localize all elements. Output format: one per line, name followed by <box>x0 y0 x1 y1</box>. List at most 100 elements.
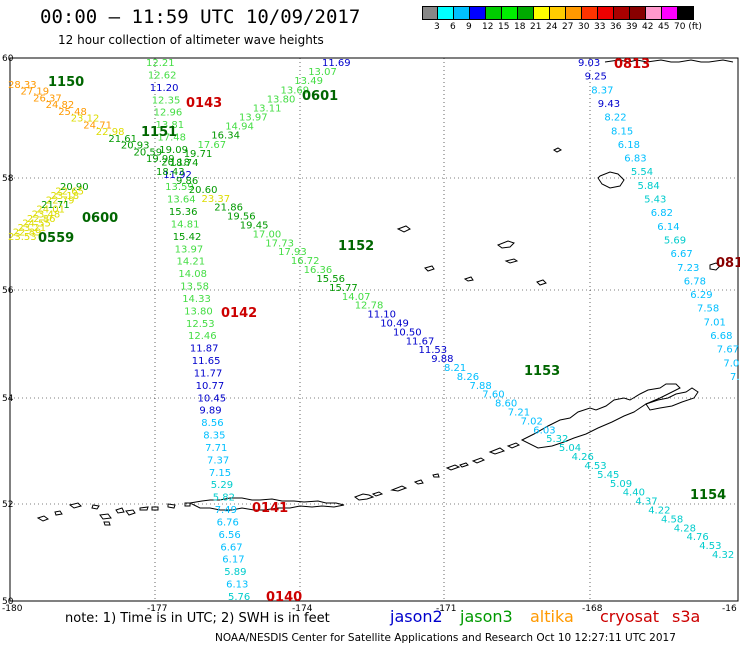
wave-height-value: 14.21 <box>177 257 206 268</box>
scale-swatch <box>470 6 486 20</box>
wave-height-value: 14.08 <box>178 269 207 280</box>
wave-height-value: 24.71 <box>83 120 112 131</box>
scale-label: 15 <box>498 22 510 32</box>
pass-time-label: 0559 <box>38 231 74 246</box>
wave-height-value: 20.60 <box>189 185 218 196</box>
wave-height-value: 7.37 <box>207 455 229 466</box>
wave-height-value: 7.21 <box>508 408 530 419</box>
wave-height-value: 21.86 <box>214 203 243 214</box>
wave-height-value: 13.64 <box>167 195 196 206</box>
page-title: 00:00 – 11:59 UTC 10/09/2017 <box>40 6 361 28</box>
wave-height-value: 12.78 <box>355 301 384 312</box>
pass-time-label: 1153 <box>524 364 560 379</box>
wave-height-value: 4.53 <box>699 541 721 552</box>
scale-label: 36 <box>610 22 622 32</box>
wave-height-value: 11.92 <box>163 170 192 181</box>
wave-height-value: 7.67 <box>717 345 739 356</box>
pass-time-label: 0141 <box>252 501 288 516</box>
wave-height-value: 10.45 <box>198 393 227 404</box>
scale-label: 70 (ft) <box>674 22 702 32</box>
wave-height-value: 9.03 <box>578 58 600 69</box>
wave-height-value: 7.71 <box>205 443 227 454</box>
scale-label: 6 <box>450 22 456 32</box>
scale-label: 24 <box>546 22 558 32</box>
scale-label: 45 <box>658 22 670 32</box>
wave-height-value: 24.01 <box>36 205 65 216</box>
wave-height-value: 8.15 <box>611 126 633 137</box>
scale-swatch <box>438 6 454 20</box>
wave-height-value: 5.82 <box>213 493 235 504</box>
wave-height-value: 6.67 <box>671 249 693 260</box>
wave-height-value: 5.54 <box>631 167 653 178</box>
wave-height-value: 11.10 <box>367 310 396 321</box>
wave-height-value: 7.88 <box>470 381 492 392</box>
wave-height-value: 19.56 <box>227 212 256 223</box>
wave-height-value: 8.21 <box>444 363 466 374</box>
wave-height-value: 11.65 <box>192 356 221 367</box>
wave-height-value: 17.93 <box>278 247 307 258</box>
wave-height-value: 17.67 <box>198 140 227 151</box>
wave-height-value: 23.53 <box>8 232 37 243</box>
wave-height-value: 12.46 <box>188 331 217 342</box>
wave-height-value: 19.99 <box>146 154 175 165</box>
pass-time-label: 081 <box>716 256 740 271</box>
color-scale-bar <box>422 6 694 20</box>
wave-height-value: 13.81 <box>156 120 185 131</box>
wave-height-value: 6.03 <box>533 425 555 436</box>
wave-height-value: 20.93 <box>121 141 150 152</box>
wave-height-value: 18.43 <box>156 167 185 178</box>
lon-label: -171 <box>436 604 456 614</box>
wave-height-value: 16.72 <box>291 256 320 267</box>
lat-label: 60 <box>2 54 14 64</box>
scale-label: 12 <box>482 22 494 32</box>
wave-height-value: 9.89 <box>199 406 221 417</box>
wave-height-value: 17.48 <box>157 133 186 144</box>
wave-height-value: 23.12 <box>71 114 100 125</box>
wave-height-value: 4.28 <box>674 523 696 534</box>
wave-height-value: 11.87 <box>190 344 219 355</box>
wave-height-value: 5.76 <box>228 592 250 603</box>
wave-height-value: 7.0 <box>723 358 739 369</box>
pass-time-labels: 1150 0143 0601 1151 0600 0559 1152 0142 1153 0141… <box>38 57 740 605</box>
pass-time-label: 0813 <box>614 57 650 72</box>
wave-height-value: 6.29 <box>690 290 712 301</box>
wave-height-value: 11.67 <box>406 336 435 347</box>
wave-height-value: 13.58 <box>180 282 209 293</box>
satellite-legend-jason2: jason2 <box>390 607 443 626</box>
wave-height-value: 10.49 <box>380 319 409 330</box>
wave-height-value: 15.42 <box>173 232 202 243</box>
wave-height-value: 21.71 <box>41 200 70 211</box>
wave-height-value: 6.76 <box>217 518 239 529</box>
wave-height-value: 19.45 <box>240 221 269 232</box>
wave-height-value: 8.26 <box>457 372 479 383</box>
wave-height-value: 6.83 <box>624 154 646 165</box>
wave-height-value: 25.48 <box>58 107 87 118</box>
scale-label: 42 <box>642 22 654 32</box>
wave-height-value: 13.69 <box>281 85 310 96</box>
lat-label: 54 <box>2 394 14 404</box>
wave-height-value: 7.58 <box>697 304 719 315</box>
pass-time-label: 0143 <box>186 96 222 111</box>
wave-height-value: 22.89 <box>13 228 42 239</box>
lon-label: -16 <box>722 604 737 614</box>
wave-height-value: 12.96 <box>154 108 183 119</box>
wave-height-value: 23.48 <box>32 209 61 220</box>
wave-height-value: 6.17 <box>222 555 244 566</box>
wave-height-value: 5.09 <box>610 479 632 490</box>
wave-height-value: 7.23 <box>677 263 699 274</box>
scale-label: 39 <box>626 22 638 32</box>
satellite-legend-cryosat: cryosat <box>600 607 660 626</box>
lon-label: -168 <box>582 604 603 614</box>
scale-swatch <box>486 6 502 20</box>
wave-height-value: 6.78 <box>684 276 706 287</box>
wave-height-value: 4.58 <box>661 514 683 525</box>
wave-height-value: 7.02 <box>521 416 543 427</box>
wave-height-value: 11.53 <box>419 345 448 356</box>
note-text: note: 1) Time is in UTC; 2) SWH is in fe… <box>65 611 330 626</box>
wave-height-value: 7.60 <box>482 390 504 401</box>
scale-swatch <box>422 6 438 20</box>
pass-time-label: 1150 <box>48 75 84 90</box>
wave-height-value: 13.80 <box>267 94 296 105</box>
wave-height-value: 10.50 <box>393 327 422 338</box>
satellite-legend-jason3: jason3 <box>460 607 513 626</box>
